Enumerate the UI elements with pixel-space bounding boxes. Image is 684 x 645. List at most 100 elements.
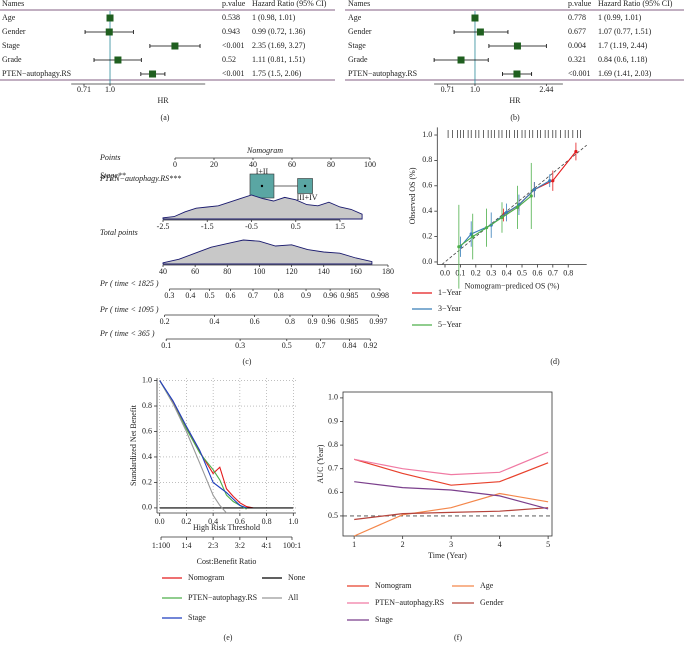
hr-point bbox=[471, 14, 479, 22]
hr-label: 0.99 (0.72, 1.36) bbox=[252, 27, 306, 36]
x-tick-label: 0.4 bbox=[208, 517, 218, 526]
x-tick-label: 0.8 bbox=[563, 268, 573, 277]
x-tick-label: 2 bbox=[401, 540, 405, 549]
panel-label: (a) bbox=[161, 113, 170, 122]
x-tick-label: 0.5 bbox=[517, 268, 527, 277]
x-tick-label: 5 bbox=[546, 540, 550, 549]
p-value: 0.778 bbox=[568, 13, 586, 22]
scale-tick-label: 0.5 bbox=[291, 222, 301, 231]
x-axis-label: HR bbox=[509, 96, 521, 105]
x-tick-label: 0.6 bbox=[532, 268, 542, 277]
hr-point bbox=[114, 56, 122, 64]
column-header: Hazard Ratio (95% CI) bbox=[598, 0, 673, 8]
auc-line bbox=[354, 458, 549, 486]
legend-label: All bbox=[288, 593, 299, 602]
scale-tick-label: 0.985 bbox=[340, 317, 358, 326]
stage-point bbox=[260, 184, 264, 188]
x-tick-label: 0.7 bbox=[548, 268, 558, 277]
x-axis-label: Nomogram−prediced OS (%) bbox=[465, 281, 560, 290]
calibration-point bbox=[548, 179, 552, 183]
scale-tick-label: 0.8 bbox=[274, 291, 284, 300]
hr-label: 1 (0.98, 1.01) bbox=[252, 13, 296, 22]
row-name: PTEN−autophagy.RS bbox=[348, 69, 417, 78]
hr-label: 1.7 (1.19, 2.44) bbox=[598, 41, 648, 50]
row-label: PTEN−autophagy.RS*** bbox=[99, 174, 181, 183]
net-benefit-line bbox=[159, 380, 247, 509]
x2-tick-label: 100:1 bbox=[283, 541, 301, 550]
legend-label: None bbox=[288, 573, 306, 582]
y-tick-label: 1.0 bbox=[328, 393, 338, 402]
x-tick-label: 0.6 bbox=[235, 517, 245, 526]
y-axis-label: AUC (Year) bbox=[316, 444, 325, 483]
scale-tick-label: 0.985 bbox=[340, 291, 358, 300]
scale-tick-label: 40 bbox=[159, 267, 167, 276]
y-axis-label: Observed OS (%) bbox=[408, 167, 417, 224]
net-benefit-line bbox=[159, 380, 254, 509]
legend-label: Nomogram bbox=[375, 581, 412, 590]
legend-label: Age bbox=[480, 581, 494, 590]
y-tick-label: 0.6 bbox=[328, 487, 338, 496]
legend-label: Nomogram bbox=[188, 573, 225, 582]
x-tick-label: 0.2 bbox=[471, 268, 481, 277]
scale-tick-label: -2.5 bbox=[157, 222, 170, 231]
panel-label: (c) bbox=[243, 357, 252, 366]
reference-diagonal bbox=[441, 144, 587, 265]
column-header: Names bbox=[348, 0, 370, 8]
x-axis-label: Time (Year) bbox=[428, 551, 467, 560]
calibration-point bbox=[471, 234, 475, 239]
row-name: PTEN−autophagy.RS bbox=[2, 69, 71, 78]
hr-label: 0.84 (0.6, 1.18) bbox=[598, 55, 648, 64]
x-tick-label: 0.0 bbox=[440, 268, 450, 277]
x2-tick-label: 1:4 bbox=[181, 541, 191, 550]
scale-tick-label: 140 bbox=[318, 267, 330, 276]
x2-tick-label: 4:1 bbox=[261, 541, 271, 550]
row-name: Grade bbox=[348, 55, 368, 64]
net-benefit-line bbox=[159, 380, 227, 514]
calibration-point bbox=[500, 215, 504, 220]
calibration-point bbox=[484, 226, 489, 230]
hr-point bbox=[513, 42, 521, 50]
auc-line bbox=[354, 481, 549, 510]
calibration-line bbox=[503, 151, 577, 216]
legend-label: 1−Year bbox=[438, 288, 462, 297]
y-tick-label: 0.7 bbox=[328, 464, 338, 473]
x-tick-label: 0.1 bbox=[455, 268, 465, 277]
row-name: Age bbox=[348, 13, 362, 22]
scale-tick-label: 120 bbox=[286, 267, 298, 276]
plot-frame bbox=[342, 391, 553, 537]
x-tick-label: 1.0 bbox=[288, 517, 298, 526]
x-tick-label: 0.0 bbox=[155, 517, 165, 526]
legend-label: Gender bbox=[480, 598, 504, 607]
scale-tick-label: 0.4 bbox=[209, 317, 219, 326]
stage-label: III+IV bbox=[297, 193, 318, 202]
calibration-point bbox=[529, 194, 533, 198]
stage-label: I+II bbox=[256, 167, 269, 176]
x2-axis-label: Cost:Benefit Ratio bbox=[197, 557, 257, 566]
x-tick-label: 0.2 bbox=[181, 517, 191, 526]
calibration-point bbox=[469, 232, 473, 236]
scale-tick-label: -1.5 bbox=[201, 222, 214, 231]
scale-tick-label: 80 bbox=[327, 160, 335, 169]
scale-tick-label: 0.7 bbox=[316, 341, 326, 350]
scale-tick-label: 0.3 bbox=[235, 341, 245, 350]
y-tick-label: 0.8 bbox=[422, 155, 432, 164]
legend-label: PTEN−autophagy.RS bbox=[188, 593, 257, 602]
p-value: 0.004 bbox=[568, 41, 586, 50]
p-value: <0.001 bbox=[222, 41, 245, 50]
scale-tick-label: 160 bbox=[350, 267, 362, 276]
legend-label: Stage bbox=[375, 615, 393, 624]
scale-tick-label: 0.4 bbox=[185, 291, 195, 300]
x-axis-label: HR bbox=[157, 96, 169, 105]
scale-tick-label: 0.6 bbox=[226, 291, 236, 300]
auc-line bbox=[354, 507, 549, 521]
row-name: Grade bbox=[2, 55, 22, 64]
density bbox=[162, 194, 363, 220]
row-label: Pr ( time < 365 ) bbox=[99, 329, 155, 338]
row-label: Stage** bbox=[100, 171, 126, 180]
x-axis-label: High Risk Threshold bbox=[193, 523, 260, 532]
calibration-point bbox=[532, 188, 536, 192]
scale-tick-label: 1.5 bbox=[335, 222, 345, 231]
x-tick-label: 3 bbox=[449, 540, 453, 549]
scale-tick-label: 0.8 bbox=[285, 317, 295, 326]
hr-point bbox=[171, 42, 179, 50]
